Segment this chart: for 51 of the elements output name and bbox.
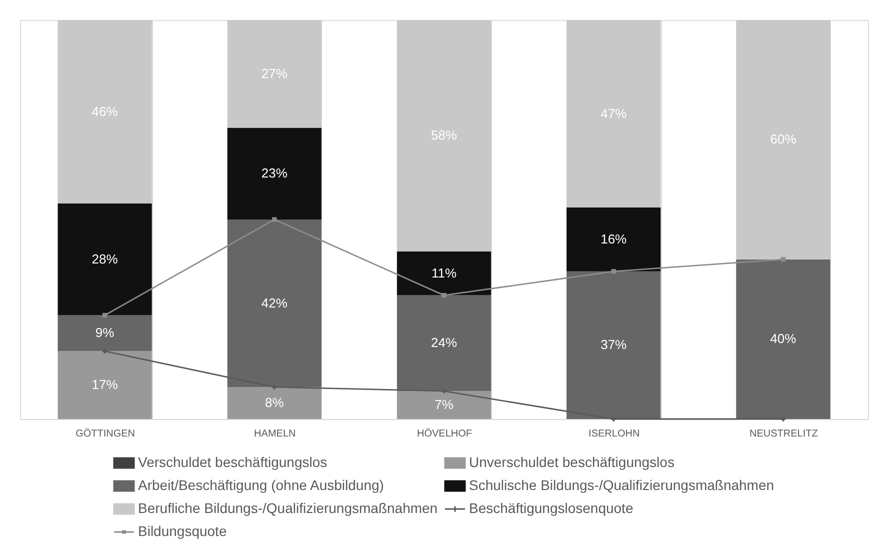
bar	[58, 20, 152, 204]
legend-label: Berufliche Bildungs-/Qualifizierungsmaßnahmen	[138, 500, 438, 516]
point	[102, 312, 108, 318]
data-label: 17%	[92, 377, 118, 392]
data-label: 11%	[431, 265, 457, 280]
legend-label: Bildungsquote	[138, 523, 227, 539]
point	[780, 416, 786, 422]
bar	[227, 220, 322, 388]
legend-label: Verschuldet beschäftigungslos	[138, 454, 328, 470]
point	[442, 388, 446, 394]
bar	[227, 20, 322, 128]
legend-label: Schulische Bildungs-/Qualifizierungsmaßnahmen	[469, 477, 774, 493]
point	[442, 292, 446, 298]
point	[780, 257, 786, 262]
bar	[227, 387, 322, 419]
bar	[396, 20, 492, 252]
bar	[566, 208, 661, 272]
data-label: 24%	[430, 335, 458, 350]
legend-label: Beschäftigungslosenquote	[469, 500, 634, 516]
legend-label: Arbeit/Beschäftigung (ohne Ausbildung)	[138, 477, 384, 493]
data-label: 28%	[92, 251, 118, 266]
data-label: 42%	[261, 295, 288, 310]
x-tick-label: HAMELN	[254, 428, 296, 440]
data-label: 16%	[600, 231, 628, 246]
legend-label: Unverschuldet beschäftigungslos	[469, 454, 674, 470]
data-label: 8%	[265, 395, 284, 410]
point	[611, 269, 616, 274]
x-tick-label: GÖTTINGEN	[76, 428, 136, 440]
data-label: 40%	[770, 331, 797, 346]
data-label: 7%	[434, 397, 454, 412]
bar	[396, 251, 492, 296]
x-tick-label: ISERLOHN	[588, 428, 640, 440]
bar	[396, 391, 492, 419]
x-tick-label: NEUSTRELITZ	[750, 428, 818, 440]
bar	[227, 128, 322, 220]
bar	[396, 295, 492, 392]
point	[272, 384, 277, 390]
bar	[58, 204, 152, 316]
data-label: 37%	[600, 337, 628, 352]
bar	[566, 20, 661, 208]
bar	[58, 315, 152, 352]
bar	[736, 259, 830, 419]
bar	[58, 351, 152, 419]
data-label: 23%	[261, 166, 288, 181]
point	[102, 348, 108, 354]
point	[272, 217, 277, 222]
bar	[736, 20, 830, 260]
data-label: 9%	[95, 325, 115, 340]
x-tick-label: HÖVELHOF	[416, 428, 472, 440]
point	[611, 416, 616, 422]
bar	[566, 271, 661, 419]
